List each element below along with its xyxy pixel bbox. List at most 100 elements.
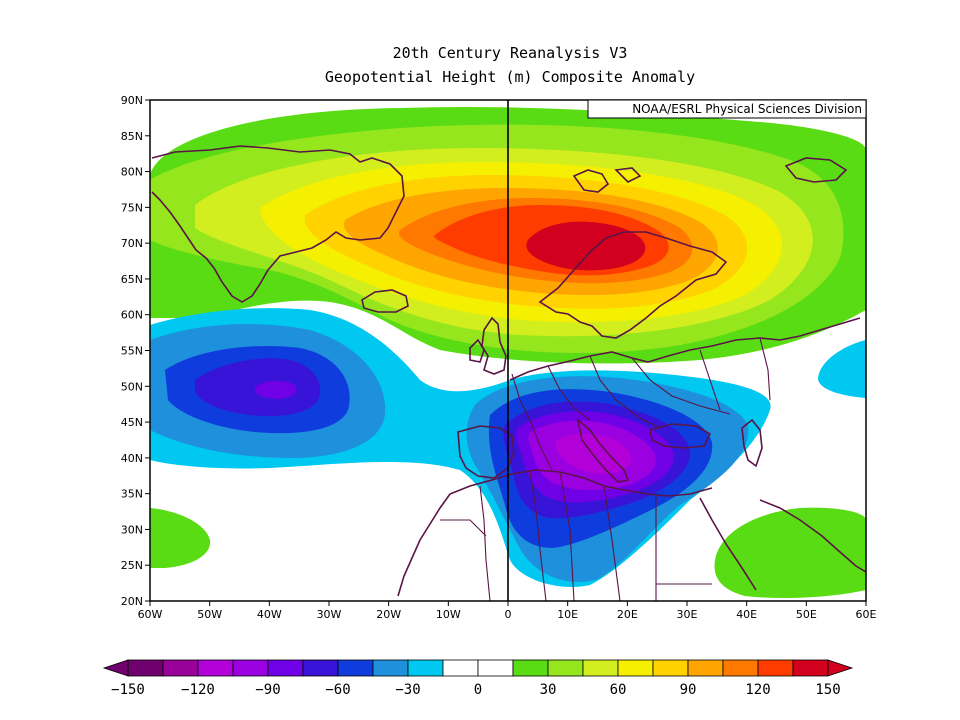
black-sea-coast [649,423,712,449]
colorbar-swatch [757,659,794,677]
colorbar-label: −60 [325,682,350,698]
lat-tick-label: 20N [121,595,143,608]
colorbar-label: −90 [255,682,280,698]
contour-ne-15 [818,340,866,398]
border-line [603,485,621,601]
anomaly-field [150,106,866,598]
border-line [440,519,487,537]
novaya-zemlya-coast [784,157,848,183]
colorbar-swatch [687,659,724,677]
lon-tick-label: 40E [736,608,757,621]
colorbar: −150 −120 −90 −60 −30 0 30 60 90 120 150 [102,659,854,698]
latitude-axis: 90N 85N 80N 75N 70N 65N 60N 55N 50N 45N 40N 35N 30N 2… [121,94,150,608]
british-isles-coast [469,316,507,375]
chart-title: 20th Century Reanalysis V3 [392,44,628,62]
lon-tick-label: 20E [617,608,638,621]
africa-west-coast [397,493,451,597]
colorbar-swatch [512,659,549,677]
contour-se-15 [714,507,866,598]
contour-neg-75 [254,381,297,399]
scandinavia-coast [538,231,728,339]
colorbar-label: −120 [181,682,215,698]
lon-tick-label: 60E [856,608,877,621]
lat-tick-label: 50N [121,380,143,393]
colorbar-label: 120 [745,682,770,698]
colorbar-label: 30 [540,682,557,698]
colorbar-label: 150 [815,682,840,698]
colorbar-swatch [267,659,304,677]
lat-tick-label: 70N [121,237,143,250]
colorbar-label: 0 [474,682,482,698]
lat-tick-label: 55N [121,345,143,358]
border-line [559,471,575,601]
colorbar-swatch [547,659,584,677]
border-line [759,337,771,401]
greenland-coast [151,145,405,303]
colorbar-swatch [232,659,269,677]
contour-med-105 [555,433,632,474]
contour-pos-135 [526,221,646,271]
colorbar-swatch [582,659,619,677]
lon-tick-label: 0 [505,608,512,621]
caspian-coast [741,418,763,468]
colorbar-swatch [722,659,759,677]
colorbar-swatch [407,659,444,677]
lon-tick-label: 20W [376,608,401,621]
colorbar-swatch [197,659,234,677]
colorbar-label: 90 [680,682,697,698]
lat-tick-label: 35N [121,488,143,501]
lat-tick-label: 85N [121,130,143,143]
mediterranean-south-coast [449,469,713,497]
colorbar-swatch [477,659,514,677]
colorbar-label: −150 [111,682,145,698]
colorbar-min-arrow [102,659,129,677]
contour-sw-15 [150,508,211,568]
lat-tick-label: 45N [121,416,143,429]
colorbar-swatch [617,659,654,677]
lon-tick-label: 30W [317,608,342,621]
lat-tick-label: 90N [121,94,143,107]
lat-tick-label: 60N [121,309,143,322]
lat-tick-label: 75N [121,201,143,214]
border-line [589,355,661,429]
border-line [511,373,553,471]
italy-coast [576,417,630,483]
europe-coast [509,317,861,381]
border-line [631,357,731,415]
colorbar-swatch [127,659,164,677]
lon-tick-label: 30E [677,608,698,621]
lat-tick-label: 65N [121,273,143,286]
colorbar-label: 60 [610,682,627,698]
chart-subtitle: Geopotential Height (m) Composite Anomal… [324,68,696,86]
colorbar-swatch [442,659,479,677]
iceland-coast [361,289,409,313]
colorbar-swatch [792,659,829,677]
lon-tick-label: 10E [557,608,578,621]
borders [440,337,771,601]
arabia-coast [759,499,866,573]
lon-tick-label: 50E [796,608,817,621]
colorbar-swatch [652,659,689,677]
red-sea-coast [699,497,757,591]
lat-tick-label: 30N [121,523,143,536]
border-line [529,471,547,601]
lon-tick-label: 60W [138,608,163,621]
colorbar-swatch [302,659,339,677]
colorbar-swatch [162,659,199,677]
lon-tick-label: 10W [436,608,461,621]
colorbar-label: −30 [395,682,420,698]
lat-tick-label: 80N [121,166,143,179]
lon-tick-label: 40W [257,608,282,621]
credit-box [587,99,867,119]
lat-tick-label: 25N [121,559,143,572]
colorbar-swatch [337,659,374,677]
border-line [479,485,491,601]
svalbard-coast [572,167,642,193]
longitude-axis: 60W 50W 40W 30W 20W 10W 0 10E 20E 30E 40E 50E 60E [138,601,877,621]
colorbar-swatch [372,659,409,677]
border-line [547,365,591,421]
colorbar-max-arrow [827,659,854,677]
lat-tick-label: 40N [121,452,143,465]
lon-tick-label: 50W [197,608,222,621]
